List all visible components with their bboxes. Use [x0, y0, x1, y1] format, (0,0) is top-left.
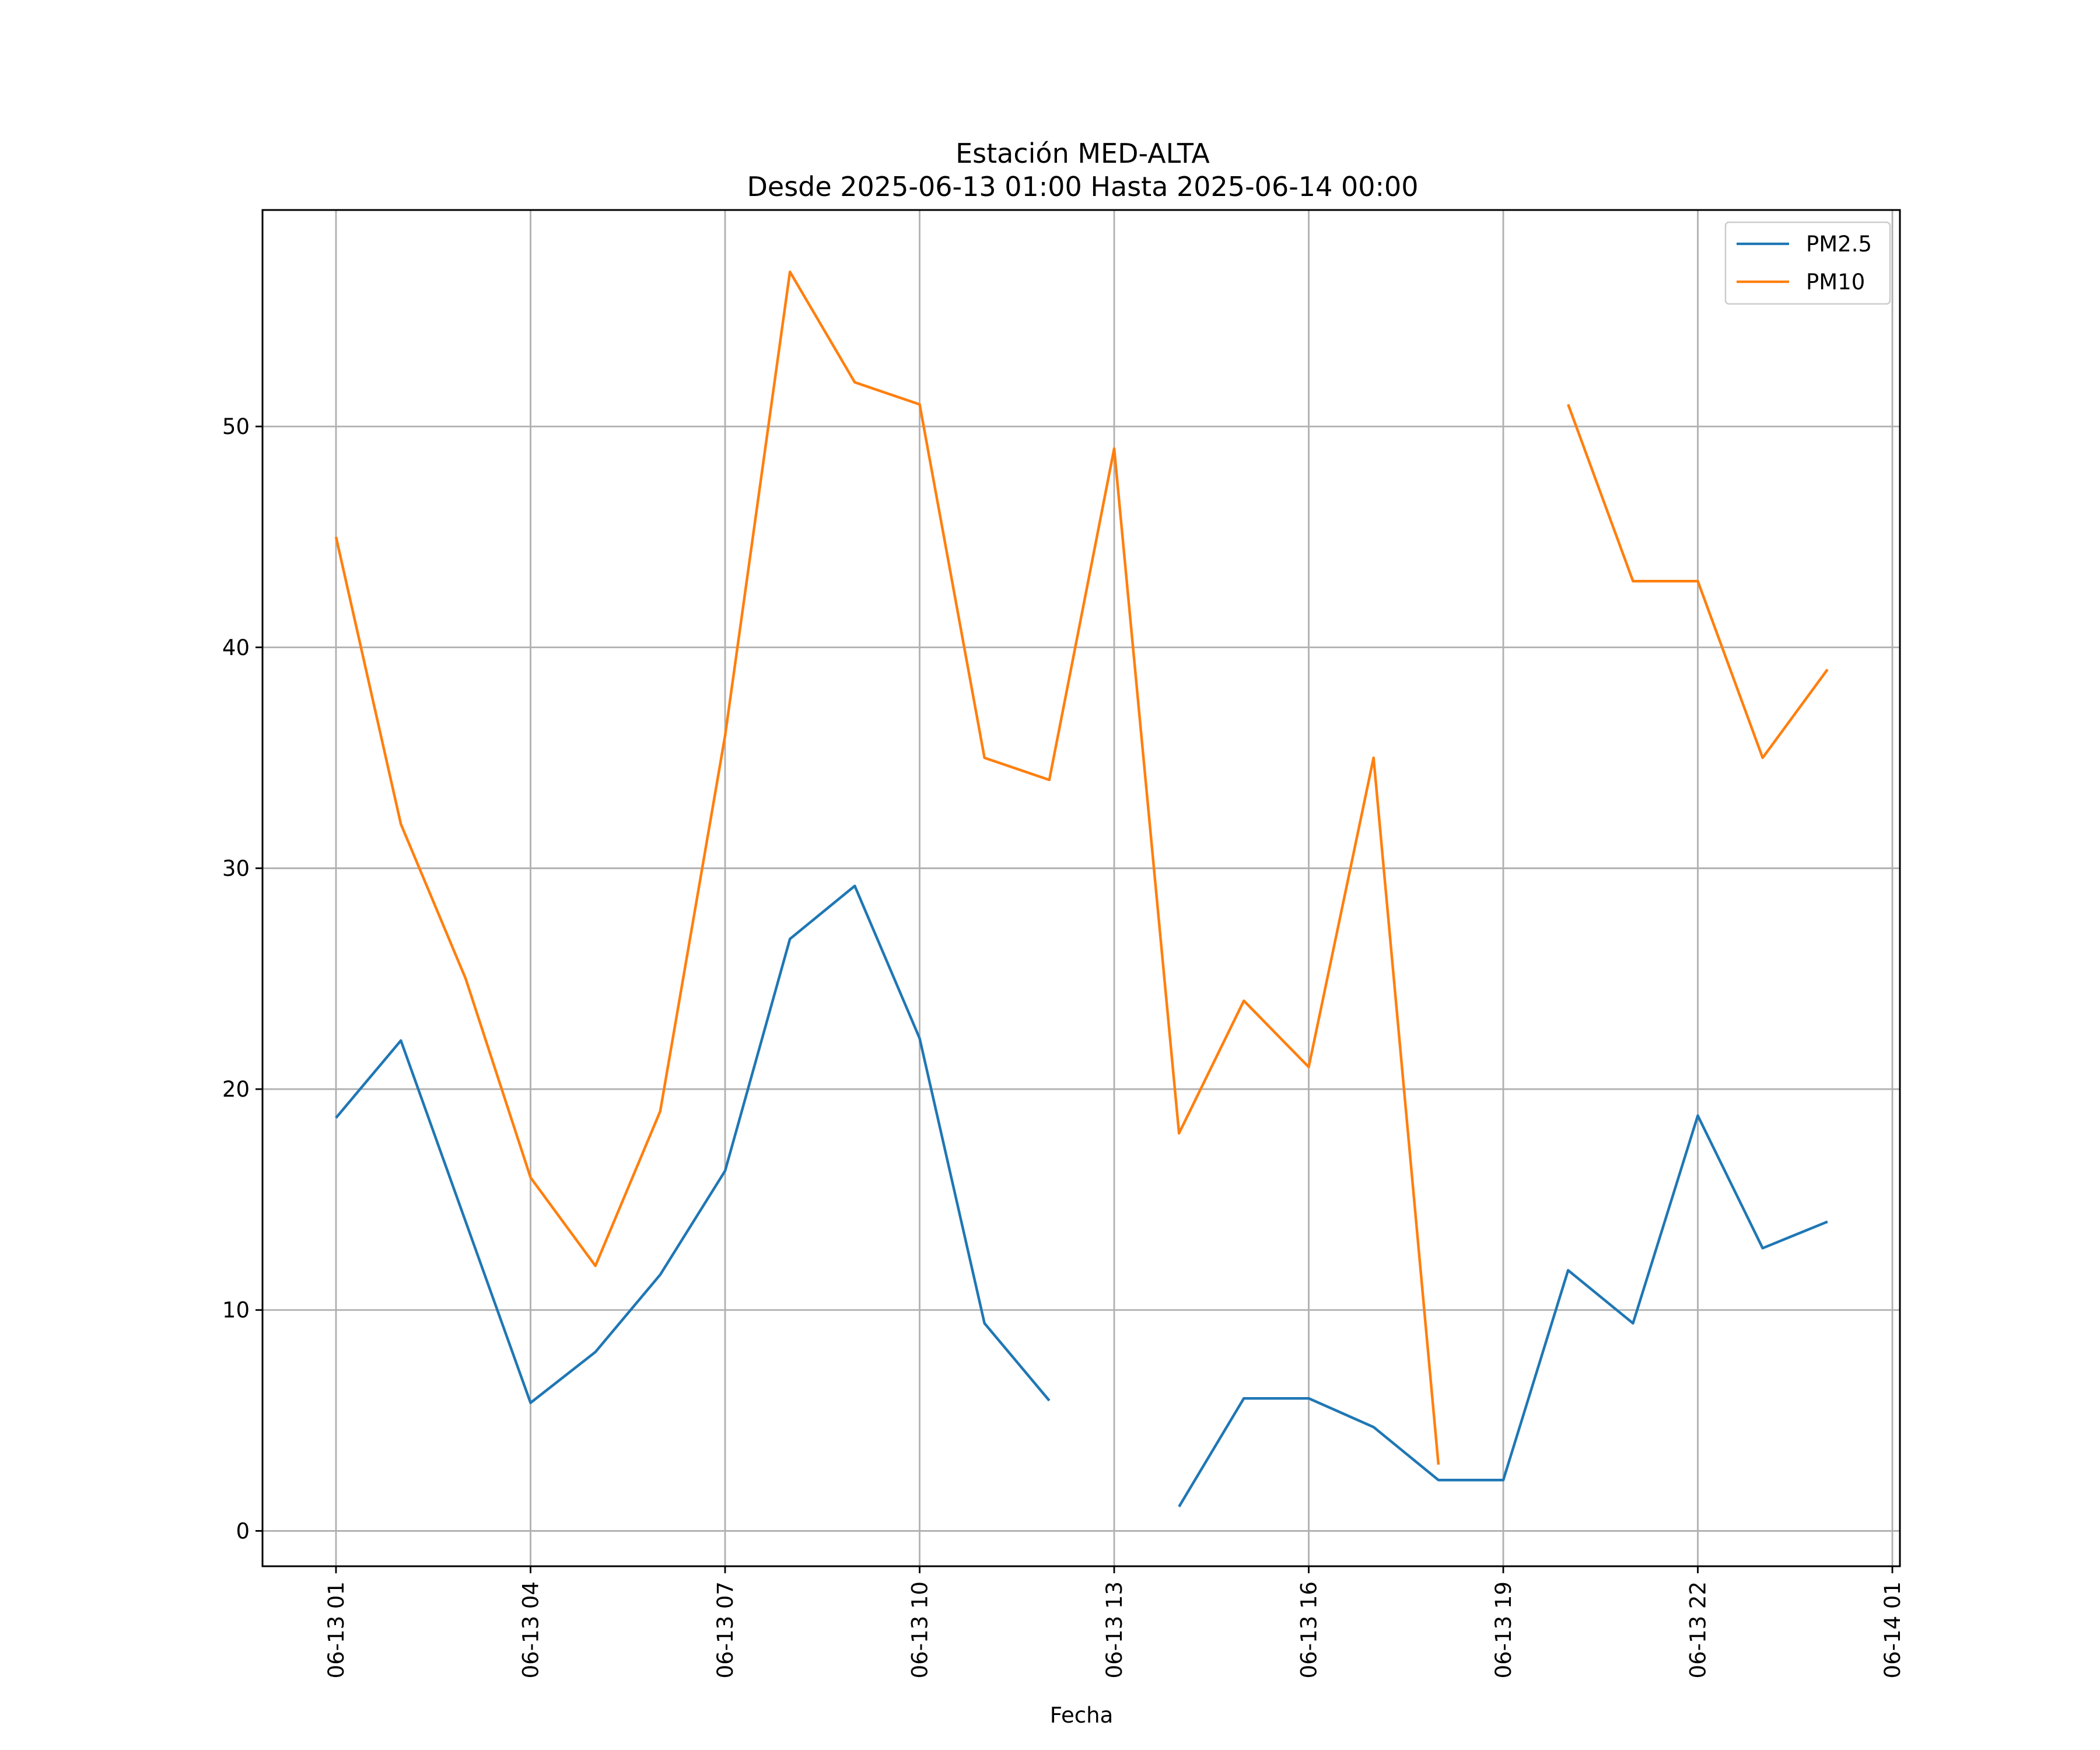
- chart-subtitle: Desde 2025-06-13 01:00 Hasta 2025-06-14 …: [747, 171, 1418, 202]
- legend-label-pm10: PM10: [1806, 270, 1865, 295]
- y-tick-label: 50: [222, 414, 250, 439]
- legend: PM2.5 PM10: [1724, 221, 1891, 305]
- series-line-pm10: [1567, 404, 1829, 760]
- x-tick-label: 06-13 19: [1491, 1581, 1516, 1678]
- x-tick-label: 06-13 13: [1102, 1581, 1127, 1678]
- x-axis: 06-13 01 06-13 04 06-13 07 06-13 10 06-13 13…: [324, 1566, 1905, 1678]
- x-tick-label: 06-13 01: [324, 1581, 349, 1678]
- series-line-pm10: [334, 270, 1440, 1465]
- y-tick-label: 20: [222, 1077, 250, 1102]
- plot-frame: [261, 209, 1901, 1567]
- chart-title: Estación MED-ALTA: [956, 138, 1210, 169]
- grid: [262, 210, 1900, 1566]
- x-tick-label: 06-14 01: [1880, 1581, 1905, 1678]
- x-tick-label: 06-13 07: [713, 1581, 738, 1678]
- x-tick-label: 06-13 10: [908, 1581, 933, 1678]
- y-tick-label: 40: [222, 635, 250, 660]
- series-line-pm25: [335, 884, 1051, 1405]
- series-line-pm25: [1178, 1114, 1828, 1507]
- x-tick-label: 06-13 16: [1297, 1581, 1322, 1678]
- x-tick-label: 06-13 04: [518, 1581, 543, 1678]
- y-tick-label: 30: [222, 856, 250, 881]
- legend-label-pm25: PM2.5: [1806, 232, 1872, 257]
- y-tick-label: 10: [222, 1298, 250, 1323]
- series-layer: [334, 270, 1829, 1507]
- y-tick-label: 0: [236, 1518, 250, 1544]
- y-axis: 0 10 20 30 40 50: [222, 414, 262, 1544]
- x-axis-label: Fecha: [1050, 1703, 1114, 1728]
- x-tick-label: 06-13 22: [1686, 1581, 1711, 1678]
